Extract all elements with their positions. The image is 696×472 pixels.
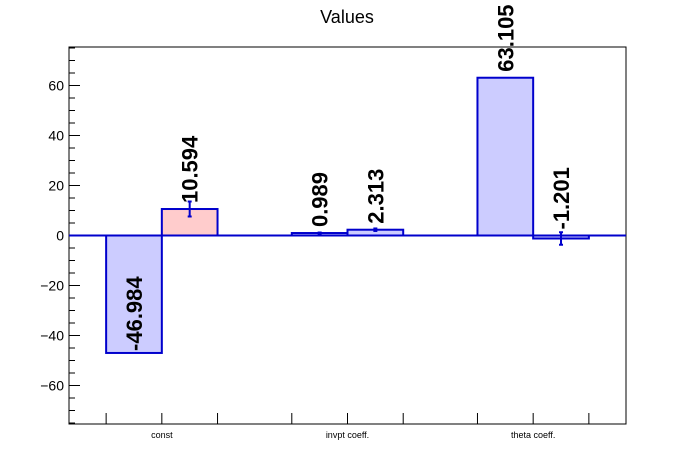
y-tick-label: −20 bbox=[40, 278, 64, 294]
bar-value-label: -46.984 bbox=[122, 276, 147, 351]
x-category-label: theta coeff. bbox=[511, 430, 555, 440]
bar-value-label: 10.594 bbox=[178, 135, 203, 203]
bar bbox=[476, 76, 535, 237]
x-category-label: invpt coeff. bbox=[326, 430, 369, 440]
y-tick-label: 60 bbox=[48, 78, 64, 94]
plot-area: −60 −40 −20 0 20 40 60 const invpt coeff. theta c… bbox=[40, 4, 627, 440]
y-tick-label: 40 bbox=[48, 128, 64, 144]
bar-value-label: 0.989 bbox=[308, 172, 333, 227]
bar-value-label: -1.201 bbox=[549, 167, 574, 229]
chart-title: Values bbox=[320, 7, 374, 27]
x-category-label: const bbox=[151, 430, 173, 440]
bar bbox=[105, 234, 163, 354]
bar-value-label: 63.105 bbox=[493, 4, 518, 71]
y-tick-label: 0 bbox=[56, 228, 64, 244]
bar-value-label: 2.313 bbox=[363, 169, 388, 224]
y-tick-label: −60 bbox=[40, 378, 64, 394]
y-tick-label: 20 bbox=[48, 178, 64, 194]
y-tick-label: −40 bbox=[40, 328, 64, 344]
